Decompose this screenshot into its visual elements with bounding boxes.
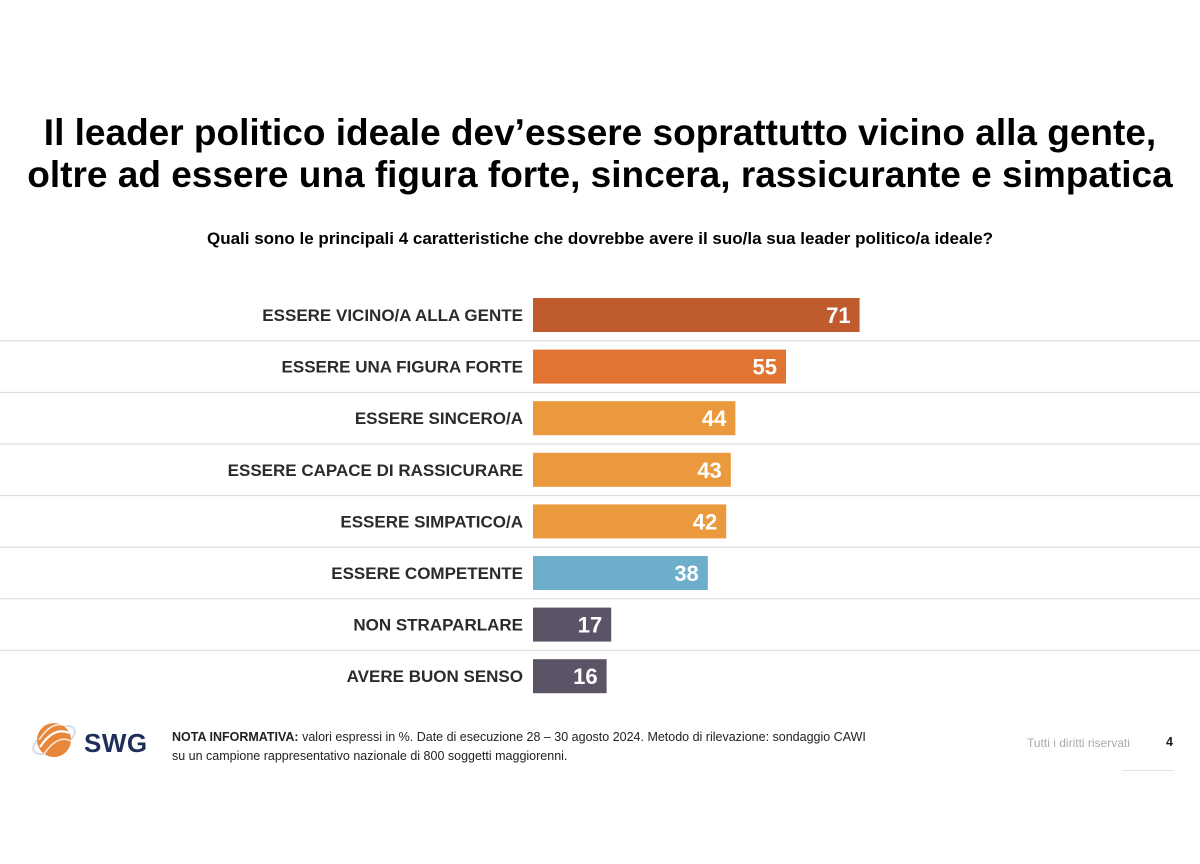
survey-question: Quali sono le principali 4 caratteristic… <box>206 229 994 248</box>
bar <box>533 556 708 590</box>
bar <box>533 298 860 332</box>
category-label: ESSERE VICINO/A ALLA GENTE <box>262 306 523 325</box>
logo-text: SWG <box>84 728 148 758</box>
category-label: ESSERE UNA FIGURA FORTE <box>282 358 523 377</box>
bar <box>533 401 736 436</box>
category-label: ESSERE CAPACE DI RASSICURARE <box>228 461 523 480</box>
category-label: ESSERE COMPETENTE <box>331 564 523 583</box>
page-number: 4 <box>1166 735 1173 749</box>
info-note: NOTA INFORMATIVA: valori espressi in %. … <box>172 728 872 766</box>
bar <box>533 452 731 487</box>
value-label: 43 <box>697 458 721 483</box>
page-divider <box>1122 770 1174 771</box>
title-line-1: Il leader politico ideale dev’essere sop… <box>43 112 1157 153</box>
bar <box>533 659 607 694</box>
title-line-2: oltre ad essere una figura forte, sincer… <box>27 154 1173 195</box>
value-label: 38 <box>674 561 698 586</box>
info-note-label: NOTA INFORMATIVA: <box>172 730 299 744</box>
bar <box>533 607 612 642</box>
value-label: 16 <box>573 664 597 689</box>
value-label: 71 <box>826 303 850 328</box>
copyright-text: Tutti i diritti riservati <box>1027 736 1130 750</box>
page-title: Il leader politico ideale dev’essere sop… <box>0 112 1200 196</box>
value-label: 17 <box>578 613 602 638</box>
category-label: AVERE BUON SENSO <box>347 667 523 686</box>
info-note-text: valori espressi in %. Date di esecuzione… <box>172 730 866 763</box>
value-label: 42 <box>693 509 717 534</box>
category-label: NON STRAPARLARE <box>353 616 523 635</box>
category-label: ESSERE SIMPATICO/A <box>340 512 523 531</box>
category-label: ESSERE SINCERO/A <box>355 409 523 428</box>
bar <box>533 504 727 539</box>
bar <box>533 349 786 384</box>
bar-chart: ESSERE VICINO/A ALLA GENTE 71 ESSERE UNA F… <box>0 298 1200 694</box>
value-label: 55 <box>753 355 777 380</box>
value-label: 44 <box>702 406 727 431</box>
swg-logo-icon <box>32 723 76 757</box>
